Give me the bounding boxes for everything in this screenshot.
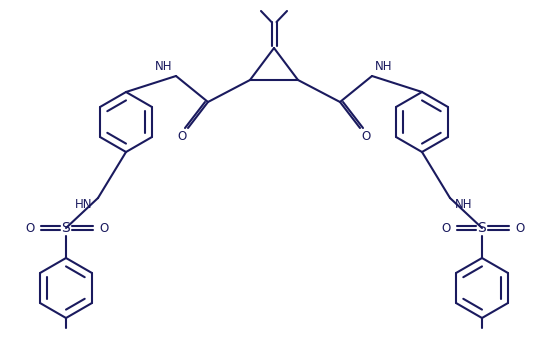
Text: O: O [99, 222, 109, 234]
Text: O: O [361, 131, 371, 144]
Text: NH: NH [455, 199, 473, 211]
Text: NH: NH [155, 61, 173, 74]
Text: S: S [61, 221, 70, 235]
Text: O: O [177, 131, 187, 144]
Text: NH: NH [376, 61, 393, 74]
Text: HN: HN [75, 199, 93, 211]
Text: O: O [516, 222, 525, 234]
Text: O: O [441, 222, 451, 234]
Text: O: O [25, 222, 35, 234]
Text: S: S [478, 221, 486, 235]
